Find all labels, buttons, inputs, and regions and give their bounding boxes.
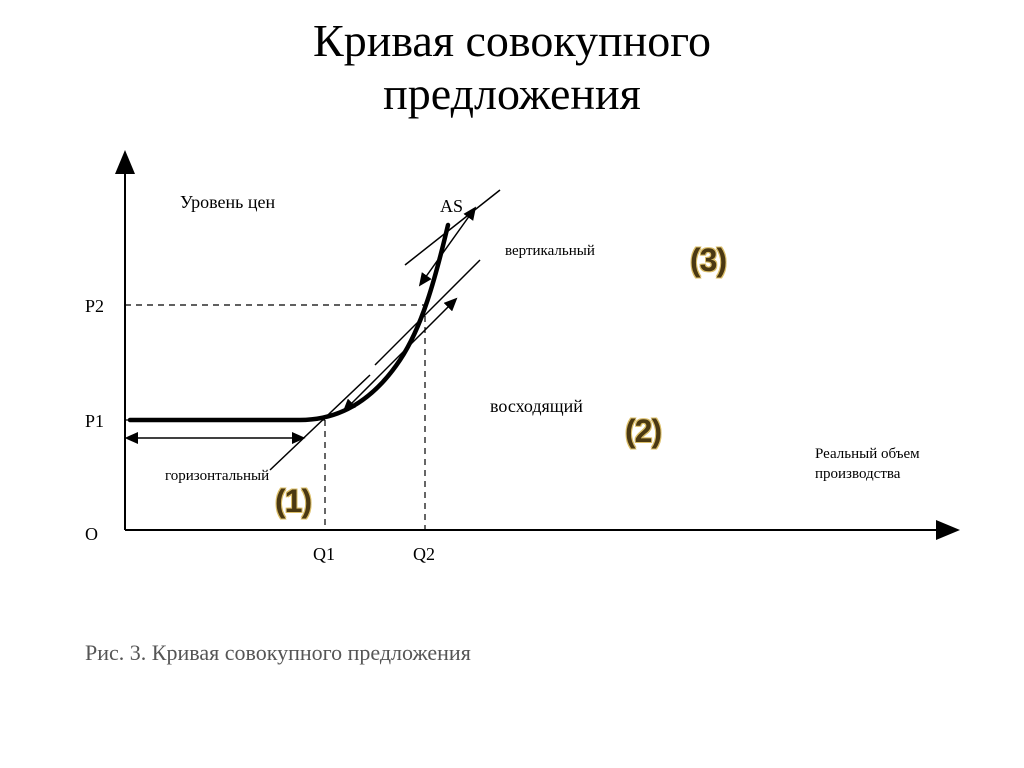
curve-label: AS [440,196,463,216]
segment-vertical-label: вертикальный [505,243,595,259]
page-root: Кривая совокупного предложения [0,0,1024,768]
ytick-p1: P1 [85,411,104,431]
y-axis-title: Уровень цен [180,192,276,212]
page-title: Кривая совокупного предложения [0,15,1024,121]
badge-3: (3) [690,242,726,279]
segment-ascending-label: восходящий [490,396,583,416]
divider-1 [270,375,370,470]
figure-caption: Рис. 3. Кривая совокупного предложения [85,640,471,666]
xtick-q1: Q1 [313,544,335,564]
as-curve [130,225,448,420]
arrow-ascending [350,305,450,405]
ytick-p2: P2 [85,296,104,316]
xtick-q2: Q2 [413,544,435,564]
title-line-1: Кривая совокупного [313,15,711,66]
x-axis-title-l1: Реальный объем [815,446,920,462]
title-line-2: предложения [383,68,641,119]
origin-label: O [85,524,98,544]
segment-horizontal-label: горизонтальный [165,468,269,484]
badge-2: (2) [625,413,661,450]
as-curve-diagram: Уровень цен AS вертикальный восходящий г… [70,160,970,660]
x-axis-title-l2: производства [815,466,901,482]
diagram-svg: Уровень цен AS вертикальный восходящий г… [70,160,970,660]
badge-1: (1) [275,483,311,520]
